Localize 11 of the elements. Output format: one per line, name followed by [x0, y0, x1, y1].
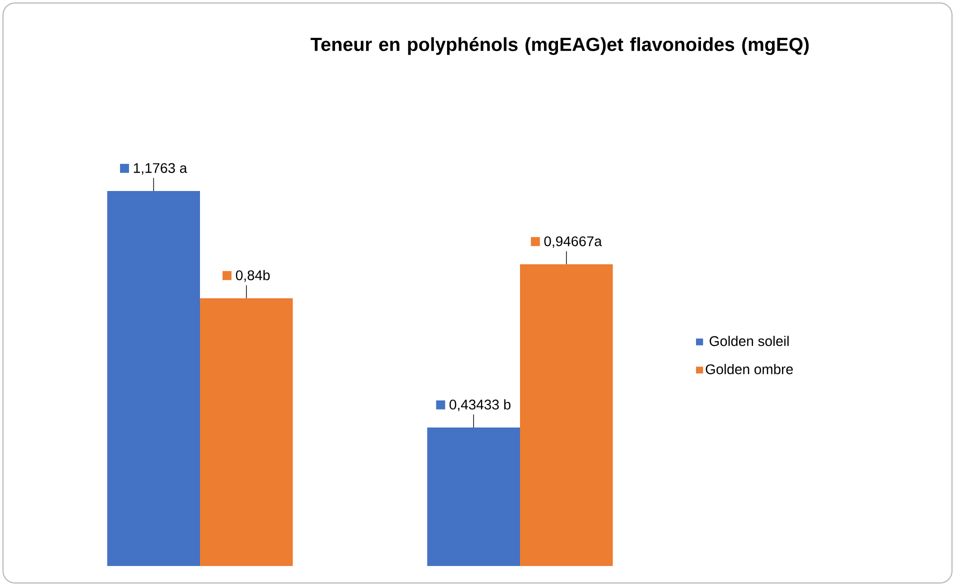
bar	[107, 190, 200, 566]
data-label: 1,1763 a	[134, 163, 188, 175]
bar	[520, 264, 613, 566]
bar	[427, 428, 520, 566]
data-label: 0,84b	[236, 270, 270, 282]
data-label: 0,43433 b	[450, 399, 510, 412]
bar	[200, 298, 293, 566]
legend-label: Golden soleil	[710, 336, 789, 346]
data-label: 0,94667a	[544, 236, 602, 248]
chart-title: Teneur en polyphénols (mgEAG)et flavonoides (mgEQ)	[310, 37, 809, 55]
legend-label: Golden ombre	[706, 364, 793, 374]
